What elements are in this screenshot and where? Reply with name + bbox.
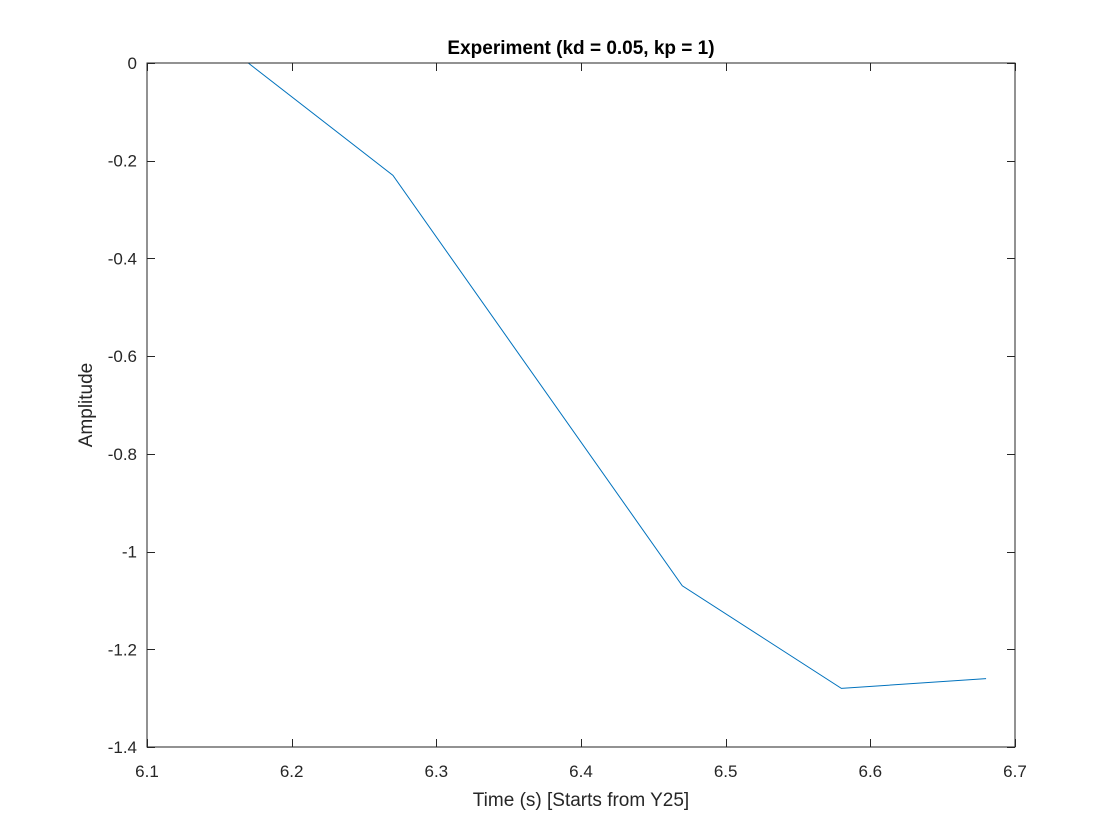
axes-background [147,63,1015,747]
x-tick-label: 6.4 [569,762,593,781]
x-tick-label: 6.7 [1003,762,1027,781]
y-axis-ticks: 0 -0.2 -0.4 -0.6 -0.8 -1 -1.2 -1.4 [108,54,1015,757]
y-tick-label: -0.6 [108,347,137,366]
plot-area: 6.1 6.2 6.3 6.4 6.5 6.6 6.7 0 -0.2 -0.4 -0.6 -0.8 -… [108,54,1027,781]
series-layer [247,62,987,689]
chart-title: Experiment (kd = 0.05, kp = 1) [447,38,714,59]
x-tick-label: 6.2 [280,762,304,781]
y-tick-label: -0.8 [108,445,137,464]
y-tick-label: -0.4 [108,249,137,268]
series-line-amplitude [247,62,987,689]
x-axis-ticks: 6.1 6.2 6.3 6.4 6.5 6.6 6.7 [135,63,1027,781]
y-tick-label: -1 [122,543,137,562]
y-tick-label: -1.4 [108,738,137,757]
x-tick-label: 6.3 [425,762,449,781]
x-tick-label: 6.1 [135,762,159,781]
y-tick-label: 0 [128,54,137,73]
y-tick-label: -1.2 [108,640,137,659]
x-axis-label: Time (s) [Starts from Y25] [473,790,689,811]
x-tick-label: 6.6 [859,762,883,781]
y-axis-label: Amplitude [76,363,97,448]
x-tick-label: 6.5 [714,762,738,781]
y-tick-label: -0.2 [108,152,137,171]
